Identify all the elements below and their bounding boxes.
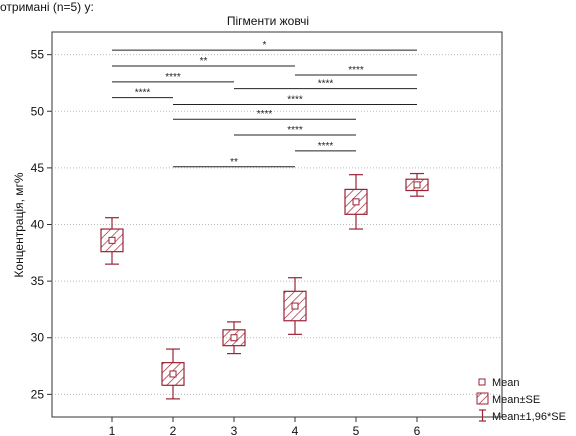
y-axis-ticks: 25 30 35 40 45 50 55 bbox=[31, 48, 52, 401]
y-tick-label-40: 40 bbox=[31, 218, 45, 232]
significance-label-1: ** bbox=[200, 56, 208, 67]
y-tick-label-45: 45 bbox=[31, 161, 45, 175]
chart-title: Пігменти жовчі bbox=[227, 14, 309, 28]
mean-marker bbox=[291, 302, 299, 310]
box-series bbox=[100, 172, 429, 400]
significance-label-3: **** bbox=[165, 72, 181, 83]
significance-label-6: **** bbox=[287, 94, 303, 105]
legend: Mean Mean±SE Mean±1,96*SE bbox=[476, 377, 566, 423]
mean-marker bbox=[108, 236, 116, 244]
mean-marker bbox=[230, 334, 238, 342]
significance-label-10: ** bbox=[230, 157, 238, 168]
mean-marker bbox=[352, 198, 360, 206]
box-group-2 bbox=[161, 348, 185, 400]
significance-label-2: **** bbox=[348, 65, 364, 76]
significance-brackets: ************************************* bbox=[112, 40, 417, 168]
legend-se-label: Mean±SE bbox=[492, 394, 540, 406]
box-group-3 bbox=[222, 321, 246, 355]
significance-label-5: **** bbox=[135, 88, 151, 99]
x-tick-label-6: 6 bbox=[414, 424, 421, 436]
mean-marker bbox=[413, 181, 421, 189]
significance-label-8: **** bbox=[287, 125, 303, 136]
legend-mean-marker bbox=[478, 378, 486, 386]
legend-ci-label: Mean±1,96*SE bbox=[492, 411, 566, 423]
mean-marker bbox=[169, 370, 177, 378]
y-tick-label-25: 25 bbox=[31, 387, 45, 401]
x-axis-ticks: 1 2 3 4 5 6 bbox=[109, 417, 421, 436]
x-tick-label-3: 3 bbox=[231, 424, 238, 436]
box-group-6 bbox=[405, 172, 429, 197]
x-tick-label-1: 1 bbox=[109, 424, 116, 436]
grid-lines bbox=[52, 54, 502, 395]
legend-se-marker bbox=[476, 392, 489, 405]
x-tick-label-2: 2 bbox=[170, 424, 177, 436]
box-group-5 bbox=[344, 174, 368, 230]
significance-label-4: **** bbox=[318, 79, 334, 90]
significance-label-7: **** bbox=[257, 109, 273, 120]
box-group-4 bbox=[283, 277, 307, 335]
legend-ci-marker bbox=[479, 409, 486, 422]
y-axis-label: Концентрація, мг% bbox=[12, 172, 26, 278]
x-tick-label-4: 4 bbox=[292, 424, 299, 436]
caption-fragment: отримані (n=5) у: bbox=[0, 0, 94, 14]
y-tick-label-50: 50 bbox=[31, 104, 45, 118]
box-group-1 bbox=[100, 217, 124, 265]
y-tick-label-55: 55 bbox=[31, 48, 45, 62]
y-tick-label-30: 30 bbox=[31, 331, 45, 345]
significance-label-0: * bbox=[263, 40, 267, 51]
x-tick-label-5: 5 bbox=[353, 424, 360, 436]
y-tick-label-35: 35 bbox=[31, 274, 45, 288]
legend-mean-label: Mean bbox=[492, 377, 520, 389]
significance-label-9: **** bbox=[318, 141, 334, 152]
